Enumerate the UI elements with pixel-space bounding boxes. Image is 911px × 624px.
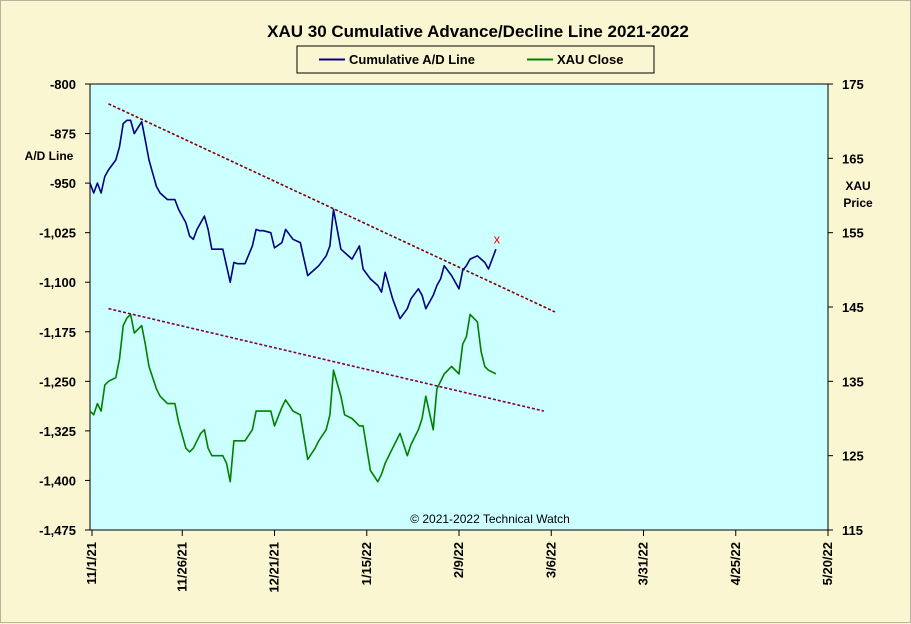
left-tick-label: -1,025 (39, 226, 76, 241)
series-lines (89, 119, 497, 483)
trendlines (108, 103, 556, 412)
copyright-note: © 2021-2022 Technical Watch (410, 512, 570, 526)
right-axis-ticks: 175 165 155 145 135 125 115 (828, 77, 864, 538)
x-tick-label: 2/9/22 (451, 542, 466, 578)
x-tick-label: 3/31/22 (636, 542, 651, 585)
trendline-1 (108, 103, 556, 313)
series-line-ad-line (89, 119, 497, 320)
x-tick-label: 11/26/21 (174, 542, 189, 592)
marker-layer: x (494, 231, 501, 246)
left-tick-label: -1,325 (39, 424, 76, 439)
left-tick-label: -1,100 (39, 275, 76, 290)
legend-box (296, 45, 655, 74)
right-axis-title-line-1: XAU (845, 179, 870, 193)
right-tick-label: 175 (842, 77, 864, 92)
legend: Cumulative A/D Line XAU Close (296, 45, 655, 74)
right-tick-label: 155 (842, 226, 864, 241)
right-tick-label: 145 (842, 300, 864, 315)
x-tick-label: 12/21/21 (267, 542, 282, 593)
left-tick-label: -1,400 (39, 473, 76, 488)
left-tick-label: -1,175 (39, 325, 76, 340)
right-axis-title-line-2: Price (843, 196, 873, 210)
x-tick-label: 1/15/22 (359, 542, 374, 585)
plot-area (89, 83, 829, 531)
right-axis-title: XAU Price (843, 179, 873, 210)
left-tick-label: -875 (50, 127, 76, 142)
signal-marker: x (494, 231, 501, 246)
x-tick-label: 5/20/22 (820, 542, 835, 585)
left-tick-label: -950 (50, 176, 76, 191)
left-tick-label: -1,475 (39, 523, 76, 538)
x-tick-label: 4/25/22 (728, 542, 743, 585)
x-tick-label: 11/1/21 (84, 542, 99, 585)
legend-label-ad-line: Cumulative A/D Line (349, 52, 475, 67)
trendline-2 (108, 307, 545, 412)
series-line-xau-close (89, 313, 497, 483)
chart-title: XAU 30 Cumulative Advance/Decline Line 2… (267, 22, 689, 41)
left-axis-title: A/D Line (25, 149, 74, 163)
right-tick-label: 115 (842, 523, 863, 538)
left-axis-ticks: -800 -875 -950 -1,025 -1,100 -1,175 -1,250 -1,3… (39, 77, 90, 538)
right-tick-label: 125 (842, 449, 864, 464)
legend-label-xau-close: XAU Close (557, 52, 623, 67)
right-tick-label: 165 (842, 151, 864, 166)
left-tick-label: -1,250 (39, 374, 76, 389)
right-tick-label: 135 (842, 374, 864, 389)
x-axis-ticks: 11/1/21 11/26/21 12/21/21 1/15/22 2/9/22 3/6/… (84, 530, 835, 593)
left-tick-label: -800 (50, 77, 76, 92)
x-tick-label: 3/6/22 (543, 542, 558, 578)
